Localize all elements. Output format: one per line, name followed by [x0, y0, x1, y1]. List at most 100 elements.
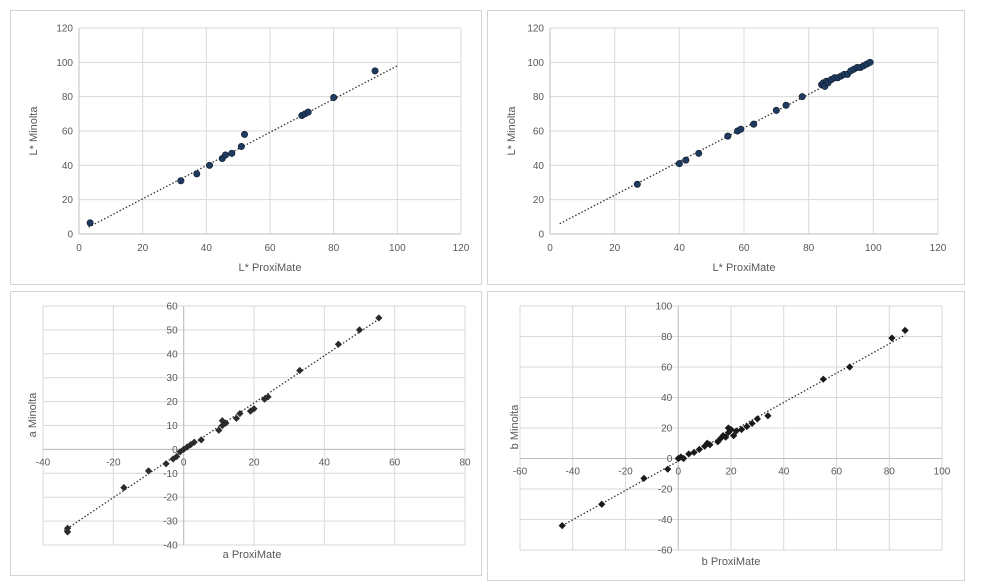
data-point — [730, 432, 738, 440]
x-axis-title: L* ProxiMate — [713, 262, 776, 274]
chart-4-svg: -60 -40 -20 0 20 40 60 80 100-60-40-200204060801… — [509, 302, 951, 569]
x-tick-label: 20 — [725, 467, 737, 478]
data-point — [598, 500, 606, 508]
data-point — [772, 106, 780, 114]
data-point — [866, 58, 874, 66]
data-point — [753, 415, 761, 423]
data-point — [120, 484, 128, 492]
data-point — [330, 94, 338, 102]
data-point — [724, 424, 732, 432]
x-tick-label: 100 — [934, 467, 951, 478]
x-axis-title: L* ProxiMate — [239, 262, 302, 274]
chart-panel-top-right: 0 20 40 60 80 100 120 0 20 40 60 80 100 120 L* ProxiMa… — [487, 10, 965, 285]
y-tick-label: 20 — [533, 195, 545, 206]
data-point — [724, 132, 732, 140]
y-tick-label: -40 — [163, 541, 178, 552]
data-point — [782, 101, 790, 109]
y-axis-title: L* Minolta — [506, 106, 518, 156]
y-tick-label: 0 — [67, 230, 73, 241]
chart-panel-top-left: 0 20 40 60 80 100 120 0 20 40 60 80 100 120 L* ProxiMa… — [10, 10, 482, 285]
x-tick-label: -40 — [36, 457, 51, 468]
x-axis-title: b ProxiMate — [702, 556, 761, 568]
data-point — [819, 375, 827, 383]
y-tick-label: 100 — [56, 58, 73, 69]
y-tick-label: 50 — [167, 325, 179, 336]
y-tick-label: 20 — [62, 195, 74, 206]
x-tick-label: 20 — [137, 243, 149, 254]
y-tick-label: 80 — [661, 332, 673, 343]
chart-1-svg: 0 20 40 60 80 100 120 0 20 40 60 80 100 120 L* ProxiMa… — [28, 24, 470, 275]
x-tick-label: 0 — [547, 243, 553, 254]
y-tick-label: 40 — [62, 161, 74, 172]
y-tick-label: 120 — [527, 24, 544, 35]
data-point — [221, 151, 229, 159]
data-point — [237, 142, 245, 150]
y-tick-label: 40 — [533, 161, 545, 172]
x-tick-label: 100 — [865, 243, 882, 254]
data-point — [371, 67, 379, 75]
y-tick-label: 80 — [533, 92, 545, 103]
data-point — [304, 108, 312, 116]
x-tick-label: 80 — [884, 467, 896, 478]
y-tick-label: 60 — [62, 127, 74, 138]
data-point — [162, 460, 170, 468]
x-tick-label: 20 — [609, 243, 621, 254]
data-point — [183, 443, 191, 451]
y-tick-label: 20 — [661, 424, 673, 435]
x-tick-label: 80 — [459, 457, 471, 468]
data-point — [558, 522, 566, 530]
y-tick-label: 120 — [56, 24, 73, 35]
trendline — [63, 317, 381, 532]
x-tick-label: 20 — [248, 457, 260, 468]
x-tick-label: 60 — [831, 467, 843, 478]
data-point — [375, 314, 383, 322]
x-tick-label: 0 — [181, 457, 187, 468]
y-tick-label: 0 — [172, 445, 178, 456]
x-tick-label: -20 — [618, 467, 633, 478]
y-tick-label: -30 — [163, 517, 178, 528]
y-tick-label: 100 — [656, 302, 673, 313]
x-tick-label: 120 — [930, 243, 947, 254]
data-point — [173, 452, 181, 461]
data-point — [901, 326, 909, 334]
data-point — [798, 93, 806, 101]
x-tick-label: 40 — [319, 457, 331, 468]
y-tick-label: 20 — [167, 397, 179, 408]
data-point — [206, 161, 214, 169]
x-tick-label: 0 — [675, 467, 681, 478]
y-tick-label: 0 — [667, 454, 673, 465]
x-tick-label: 100 — [389, 243, 406, 254]
y-tick-label: -40 — [658, 515, 673, 526]
data-point — [296, 366, 304, 375]
y-axis-title: L* Minolta — [28, 106, 40, 156]
data-point — [197, 436, 205, 444]
x-tick-label: 60 — [389, 457, 401, 468]
x-tick-label: 40 — [201, 243, 213, 254]
data-point — [633, 180, 641, 188]
data-point — [334, 340, 342, 348]
x-tick-label: -60 — [513, 467, 528, 478]
x-axis-title: a ProxiMate — [223, 549, 282, 561]
chart-2-svg: 0 20 40 60 80 100 120 0 20 40 60 80 100 120 L* ProxiMa… — [506, 24, 947, 275]
x-tick-label: 40 — [778, 467, 790, 478]
data-point — [664, 465, 672, 473]
chart-panel-bottom-right: -60 -40 -20 0 20 40 60 80 100 -60 -40 -20 0 20 40 60 80 1… — [487, 291, 965, 581]
x-tick-label: 0 — [76, 243, 82, 254]
x-tick-label: 120 — [453, 243, 470, 254]
y-axis-title: a Minolta — [27, 392, 39, 438]
y-tick-label: 10 — [167, 421, 179, 432]
x-tick-label: -20 — [106, 457, 121, 468]
data-point — [193, 170, 201, 178]
trendline — [559, 61, 871, 225]
data-point — [177, 177, 185, 185]
y-tick-label: 60 — [661, 363, 673, 374]
y-tick-label: -20 — [658, 485, 673, 496]
data-point — [682, 156, 690, 164]
x-tick-label: 80 — [328, 243, 340, 254]
y-tick-label: 60 — [167, 302, 179, 313]
y-tick-label: 60 — [533, 127, 545, 138]
data-point — [228, 149, 236, 157]
data-point — [750, 120, 758, 128]
y-tick-label: 30 — [167, 373, 179, 384]
y-axis-title: b Minolta — [509, 404, 521, 450]
